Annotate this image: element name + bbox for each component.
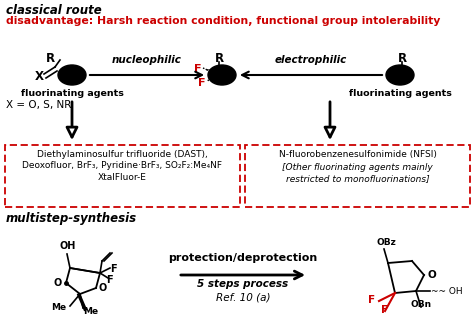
- Text: F: F: [110, 264, 117, 274]
- Text: """: """: [205, 69, 213, 74]
- Text: ~~ OH: ~~ OH: [431, 286, 463, 295]
- Text: O: O: [99, 283, 107, 293]
- Text: Diethylaminosulfur trifluoride (DAST),: Diethylaminosulfur trifluoride (DAST),: [37, 150, 208, 159]
- Text: R: R: [46, 53, 55, 66]
- Text: OBz: OBz: [376, 238, 396, 247]
- Text: O: O: [54, 278, 62, 288]
- FancyBboxPatch shape: [245, 145, 470, 207]
- Text: classical route: classical route: [6, 4, 102, 17]
- Text: O: O: [428, 270, 437, 280]
- Text: Ref. 10 (a): Ref. 10 (a): [216, 292, 270, 302]
- Text: 5 steps process: 5 steps process: [198, 279, 289, 289]
- Text: electrophilic: electrophilic: [275, 55, 347, 65]
- Text: multistep-synthesis: multistep-synthesis: [6, 212, 137, 225]
- FancyBboxPatch shape: [5, 145, 240, 207]
- Text: disadvantage: Harsh reaction condition, functional group intolerability: disadvantage: Harsh reaction condition, …: [6, 16, 440, 26]
- Text: OH: OH: [60, 241, 76, 251]
- Ellipse shape: [208, 65, 236, 85]
- Text: X = O, S, NR: X = O, S, NR: [6, 100, 72, 110]
- Text: nucleophilic: nucleophilic: [112, 55, 182, 65]
- Text: fluorinating agents: fluorinating agents: [348, 89, 451, 98]
- Text: F: F: [194, 64, 202, 74]
- Ellipse shape: [386, 65, 414, 85]
- Text: restricted to monofluorinations]: restricted to monofluorinations]: [286, 174, 429, 183]
- Text: F: F: [199, 78, 206, 88]
- Text: Deoxofluor, BrF₃, Pyridine·BrF₃, SO₂F₂:Me₄NF: Deoxofluor, BrF₃, Pyridine·BrF₃, SO₂F₂:M…: [22, 161, 222, 170]
- Text: F: F: [382, 305, 389, 315]
- Text: Me: Me: [83, 307, 98, 316]
- Text: fluorinating agents: fluorinating agents: [20, 89, 123, 98]
- Text: F: F: [106, 275, 113, 285]
- Text: F: F: [368, 295, 375, 305]
- Ellipse shape: [58, 65, 86, 85]
- Text: Me: Me: [51, 304, 66, 313]
- Text: XtalFluor-E: XtalFluor-E: [98, 173, 147, 182]
- Text: N-fluorobenzenesulfonimide (NFSI): N-fluorobenzenesulfonimide (NFSI): [279, 150, 437, 159]
- Text: [Other fluorinating agents mainly: [Other fluorinating agents mainly: [282, 163, 433, 172]
- Text: R: R: [397, 52, 407, 65]
- Text: protection/deprotection: protection/deprotection: [168, 253, 318, 263]
- Text: X: X: [35, 70, 44, 83]
- Text: OBn: OBn: [410, 300, 431, 309]
- Text: R: R: [214, 52, 224, 65]
